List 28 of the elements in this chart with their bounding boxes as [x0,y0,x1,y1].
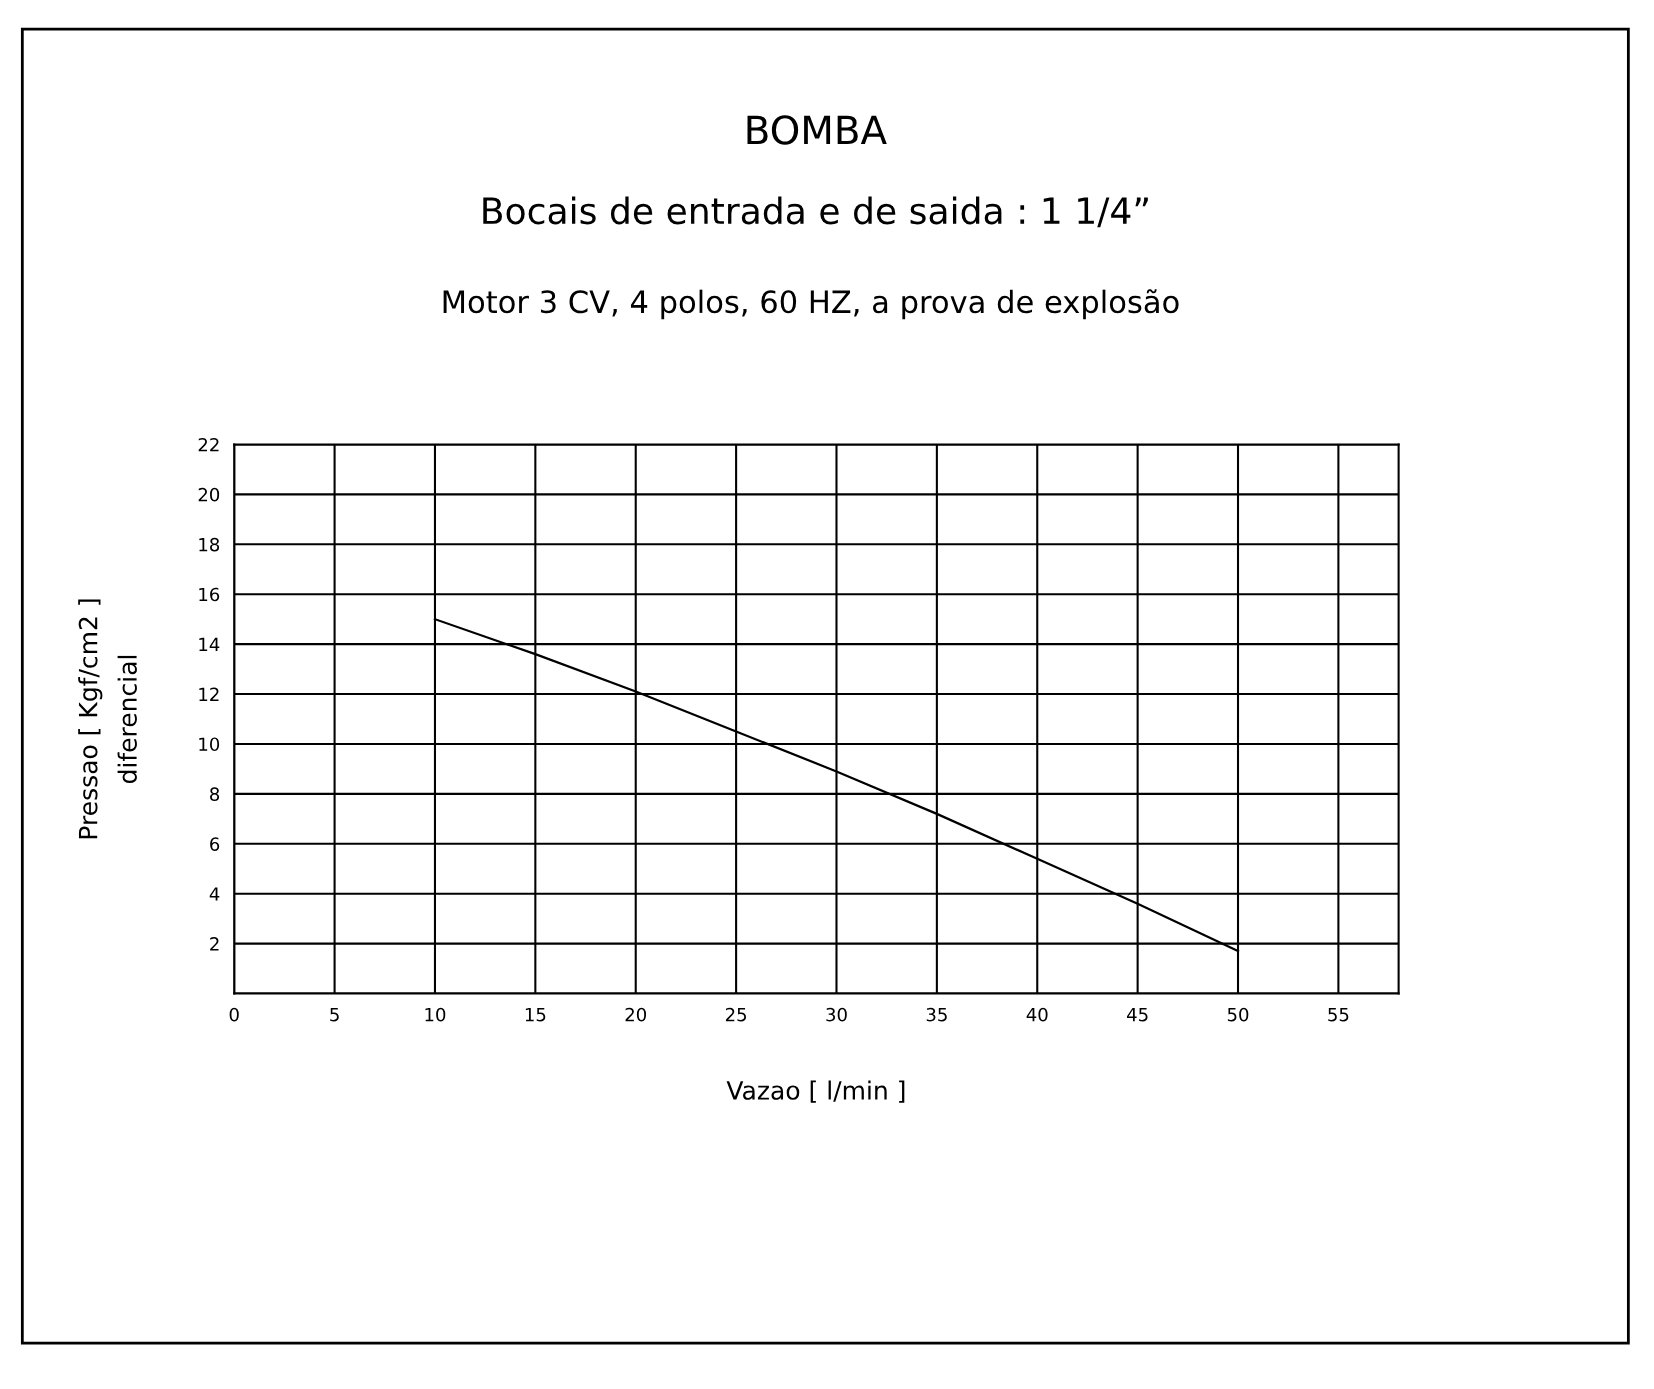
y-tick-label: 8 [210,787,220,802]
y-axis-title: Pressao [ Kgf/cm2 ] diferencial [78,599,137,839]
x-tick-label: 20 [625,1007,647,1022]
x-tick-label: 30 [826,1007,847,1022]
y-tick-label: 18 [199,537,220,552]
x-tick-label: 45 [1127,1008,1148,1022]
y-tick-label: 20 [198,487,220,502]
x-tick-label: 40 [1026,1007,1048,1022]
x-tick-label: 15 [525,1008,546,1022]
y-tick-label: 2 [210,937,219,951]
x-tick-label: 25 [725,1007,747,1022]
y-tick-label: 12 [199,687,219,701]
x-tick-label: 55 [1328,1008,1349,1022]
x-tick-label: 10 [425,1007,446,1022]
y-tick-label: 10 [199,737,220,752]
text: Motor 3 CV, 4 polos, 60 HZ, a prova de explosão [443,289,1179,320]
y-tick-label: 22 [198,437,219,452]
x-tick-label: 35 [926,1007,947,1022]
x-tick-label: 5 [330,1008,339,1022]
x-tick-label: 0 [229,1007,239,1022]
y-tick-label: 4 [209,887,220,901]
y-tick-label: 16 [199,587,220,602]
y-tick-label: 6 [210,837,220,851]
x-tick-label: 50 [1227,1007,1249,1022]
chart-title: BOMBA [747,115,887,145]
y-tick-label: 14 [199,637,220,651]
x-axis-title: Vazao [ l/min ] [726,1080,905,1103]
chart-subtitle: Bocais de entrada e de saida : 1 1/4” [483,196,1148,228]
